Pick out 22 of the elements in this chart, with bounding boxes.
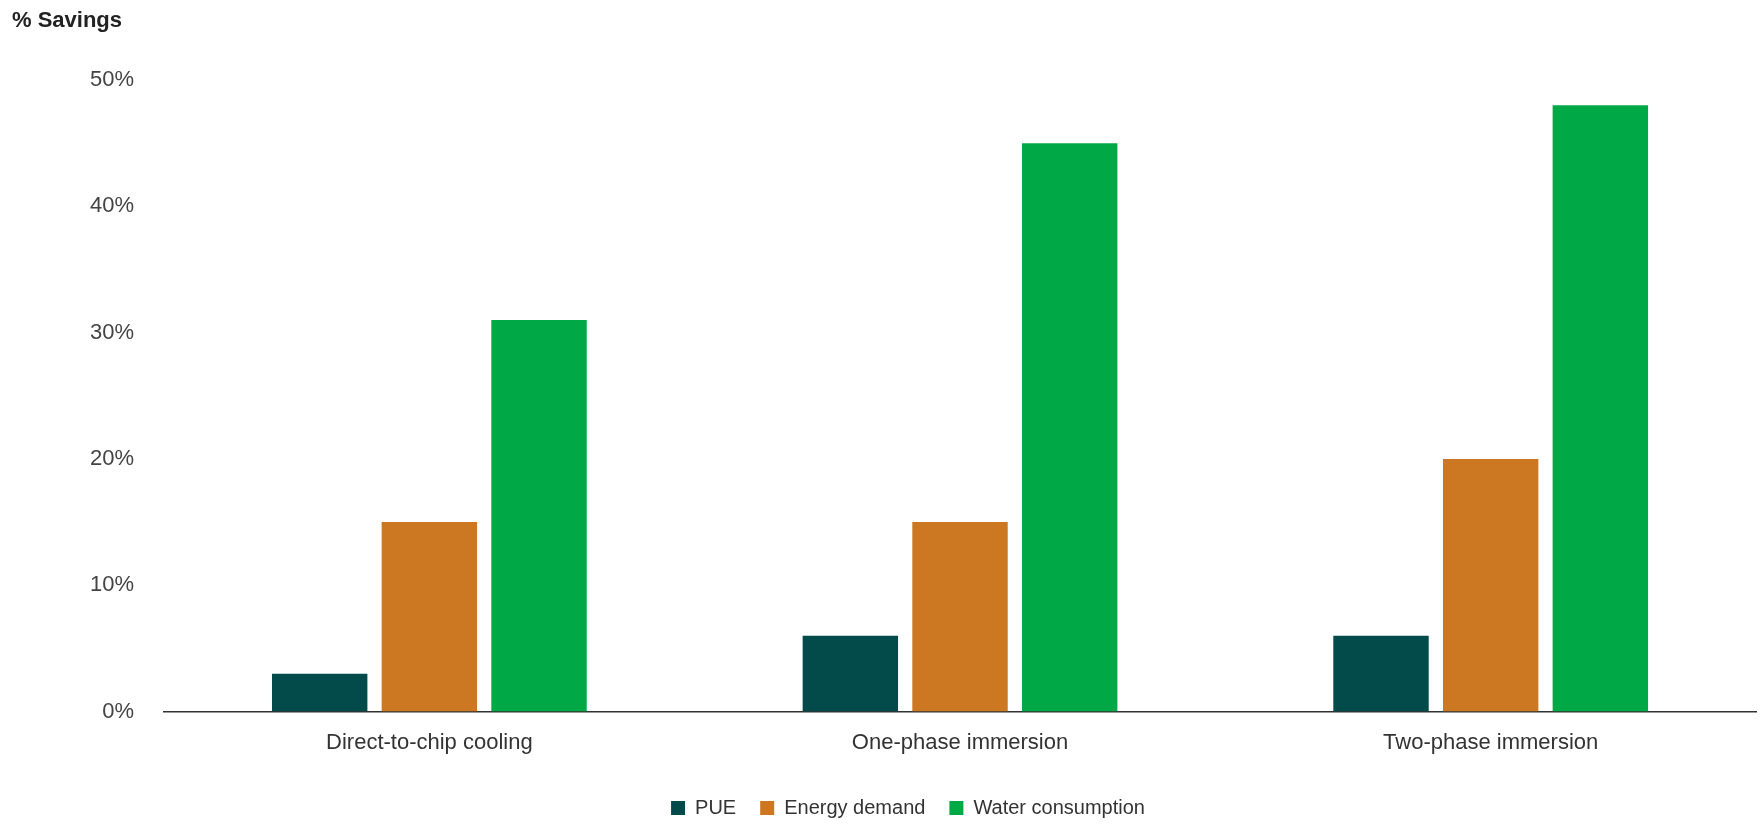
y-axis-title: % Savings (12, 7, 123, 33)
bar (1021, 143, 1118, 712)
bar (1442, 458, 1539, 712)
y-tick-label: 30% (89, 318, 135, 344)
y-tick-label: 50% (89, 66, 135, 92)
bar (912, 522, 1008, 712)
bar (1333, 635, 1429, 712)
legend-label: Water consumption (973, 795, 1145, 818)
legend-label: PUE (695, 795, 737, 818)
y-tick-label: 10% (89, 571, 135, 597)
x-tick-label: Direct-to-chip cooling (326, 728, 533, 754)
y-tick-label: 20% (89, 445, 135, 471)
y-tick-label: 0% (102, 697, 135, 723)
bar (271, 673, 368, 712)
bar (491, 320, 587, 712)
y-tick-label: 40% (89, 192, 135, 218)
bar (381, 522, 478, 712)
bar (1552, 105, 1649, 712)
x-tick-label: Two-phase immersion (1383, 728, 1599, 754)
bar (802, 635, 899, 712)
x-tick-label: One-phase immersion (851, 728, 1069, 754)
legend-label: Energy demand (784, 795, 926, 818)
